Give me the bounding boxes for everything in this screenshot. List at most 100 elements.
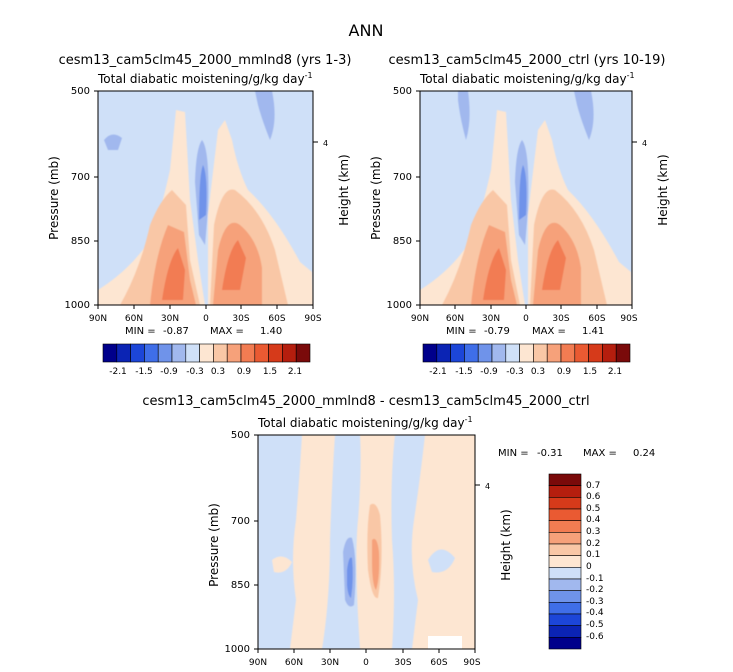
panel-2-plot-area (419, 90, 633, 306)
x-tick-label: 30N (321, 658, 339, 668)
panel-2-field-title: Total diabatic moistening/g/kg day-1 (419, 71, 635, 86)
svg-text:0.2: 0.2 (586, 539, 600, 549)
y2-tick-label: 4 (642, 139, 647, 148)
x-tick-label: 0 (523, 314, 529, 324)
colorbar-swatch (560, 343, 576, 363)
panel-3-colorbar: 0.7 0.6 0.5 0.4 0.3 0.2 0.1 0 -0.1 -0.2 … (548, 473, 604, 650)
y-tick-label: 500 (231, 430, 250, 441)
panel-3-ylabel: Pressure (mb) (207, 503, 221, 587)
colorbar-swatch (450, 343, 465, 363)
y-tick-label: 500 (71, 86, 90, 97)
colorbar-swatch (615, 343, 631, 363)
colorbar-swatch (546, 343, 562, 363)
colorbar-swatch (254, 343, 269, 363)
panel-3-run-title: cesm13_cam5clm45_2000_mmlnd8 - cesm13_ca… (142, 394, 589, 409)
panel-3-field-title: Total diabatic moistening/g/kg day-1 (257, 415, 473, 430)
svg-text:-1.5: -1.5 (135, 367, 153, 377)
svg-text:MAX =: MAX = (210, 326, 244, 337)
panel-1: cesm13_cam5clm45_2000_mmlnd8 (yrs 1-3) T… (47, 53, 351, 377)
x-tick-label: 30N (482, 314, 500, 324)
panel-2-colorbar-labels: -2.1 -1.5 -0.9 -0.3 0.3 0.9 1.5 2.1 (429, 367, 622, 377)
panel-3-y-axis: 500 700 850 1000 Pressure (mb) (207, 430, 258, 655)
panel-2-ylabel: Pressure (mb) (369, 156, 383, 240)
svg-text:0.3: 0.3 (211, 367, 225, 377)
colorbar-swatch (519, 343, 534, 363)
y-tick-label: 850 (231, 580, 250, 591)
svg-text:0.6: 0.6 (586, 492, 601, 502)
colorbar-swatch (116, 343, 131, 363)
svg-text:-0.3: -0.3 (586, 597, 604, 607)
svg-text:MIN =: MIN = (498, 448, 529, 459)
panel-3-y2-axis: 4 Height (km) (475, 482, 513, 581)
colorbar-swatch (144, 343, 159, 363)
svg-text:2.1: 2.1 (608, 367, 622, 377)
svg-text:MAX =: MAX = (583, 448, 617, 459)
svg-text:1.5: 1.5 (263, 367, 277, 377)
x-tick-label: 0 (363, 658, 369, 668)
colorbar-swatch (436, 343, 451, 363)
colorbar-swatch (588, 343, 603, 363)
svg-text:-2.1: -2.1 (109, 367, 127, 377)
x-tick-label: 60N (125, 314, 143, 324)
y-tick-label: 1000 (65, 300, 90, 311)
panel-1-stats: MIN = -0.87 MAX = 1.40 (125, 326, 282, 337)
colorbar-swatch (295, 343, 311, 363)
colorbar-swatch (548, 602, 582, 615)
svg-text:2.1: 2.1 (288, 367, 302, 377)
figure-title: ANN (349, 21, 384, 40)
svg-text:0.7: 0.7 (586, 481, 600, 491)
panel-1-field-title: Total diabatic moistening/g/kg day-1 (97, 71, 313, 86)
svg-text:-0.2: -0.2 (586, 585, 604, 595)
panel-1-y2-axis: 4 Height (km) (313, 139, 351, 226)
svg-text:0.24: 0.24 (633, 448, 655, 459)
x-tick-label: 30S (394, 658, 411, 668)
colorbar-swatch (282, 343, 297, 363)
panel-2-run-title: cesm13_cam5clm45_2000_ctrl (yrs 10-19) (389, 53, 666, 68)
panel-2-y2-axis: 4 Height (km) (632, 139, 670, 226)
svg-text:-0.5: -0.5 (586, 620, 604, 630)
svg-text:1.40: 1.40 (260, 326, 282, 337)
svg-text:-0.1: -0.1 (586, 574, 604, 584)
colorbar-swatch (130, 343, 145, 363)
x-tick-label: 90S (620, 314, 637, 324)
panel-1-plot-area (97, 90, 314, 306)
y-tick-label: 700 (71, 172, 90, 183)
colorbar-swatch (226, 343, 242, 363)
y-tick-label: 850 (71, 236, 90, 247)
y2-tick-label: 4 (323, 139, 328, 148)
y-tick-label: 500 (393, 86, 412, 97)
panel-3-stats: MIN = -0.31 MAX = 0.24 (498, 448, 655, 459)
panel-2-stats: MIN = -0.79 MAX = 1.41 (446, 326, 604, 337)
panel-2-x-axis: 90N 60N 30N 0 30S 60S 90S (411, 305, 638, 324)
svg-text:-0.9: -0.9 (480, 367, 498, 377)
x-tick-label: 90N (89, 314, 107, 324)
panel-3-x-axis: 90N 60N 30N 0 30S 60S 90S (249, 649, 481, 668)
y-tick-label: 850 (393, 236, 412, 247)
svg-text:-0.3: -0.3 (186, 367, 204, 377)
panel-1-y2label: Height (km) (337, 154, 351, 225)
y-tick-label: 700 (393, 172, 412, 183)
x-tick-label: 0 (203, 314, 209, 324)
svg-text:0.9: 0.9 (557, 367, 572, 377)
colorbar-swatch (548, 590, 582, 603)
colorbar-swatch (574, 343, 589, 363)
x-tick-label: 30N (161, 314, 179, 324)
colorbar-swatch (548, 543, 582, 556)
svg-text:-0.4: -0.4 (586, 608, 604, 618)
colorbar-swatch (185, 343, 200, 363)
panel-1-y-axis: 500 700 850 1000 Pressure (mb) (47, 86, 98, 311)
x-tick-label: 90S (304, 314, 321, 324)
panel-2-colorbar: -2.1 -1.5 -0.9 -0.3 0.3 0.9 1.5 2.1 (422, 343, 631, 377)
colorbar-swatch (548, 508, 582, 521)
svg-text:0.1: 0.1 (586, 550, 600, 560)
panel-1-colorbar: -2.1 -1.5 -0.9 -0.3 0.3 0.9 1.5 2.1 (102, 343, 311, 377)
panel-2-y-axis: 500 700 850 1000 Pressure (mb) (369, 86, 420, 311)
x-tick-label: 90N (411, 314, 429, 324)
x-tick-label: 30S (232, 314, 249, 324)
svg-text:0.3: 0.3 (531, 367, 545, 377)
panel-1-run-title: cesm13_cam5clm45_2000_mmlnd8 (yrs 1-3) (59, 53, 352, 68)
svg-text:-0.6: -0.6 (586, 632, 604, 642)
svg-text:-0.3: -0.3 (506, 367, 524, 377)
svg-text:-0.79: -0.79 (484, 326, 510, 337)
